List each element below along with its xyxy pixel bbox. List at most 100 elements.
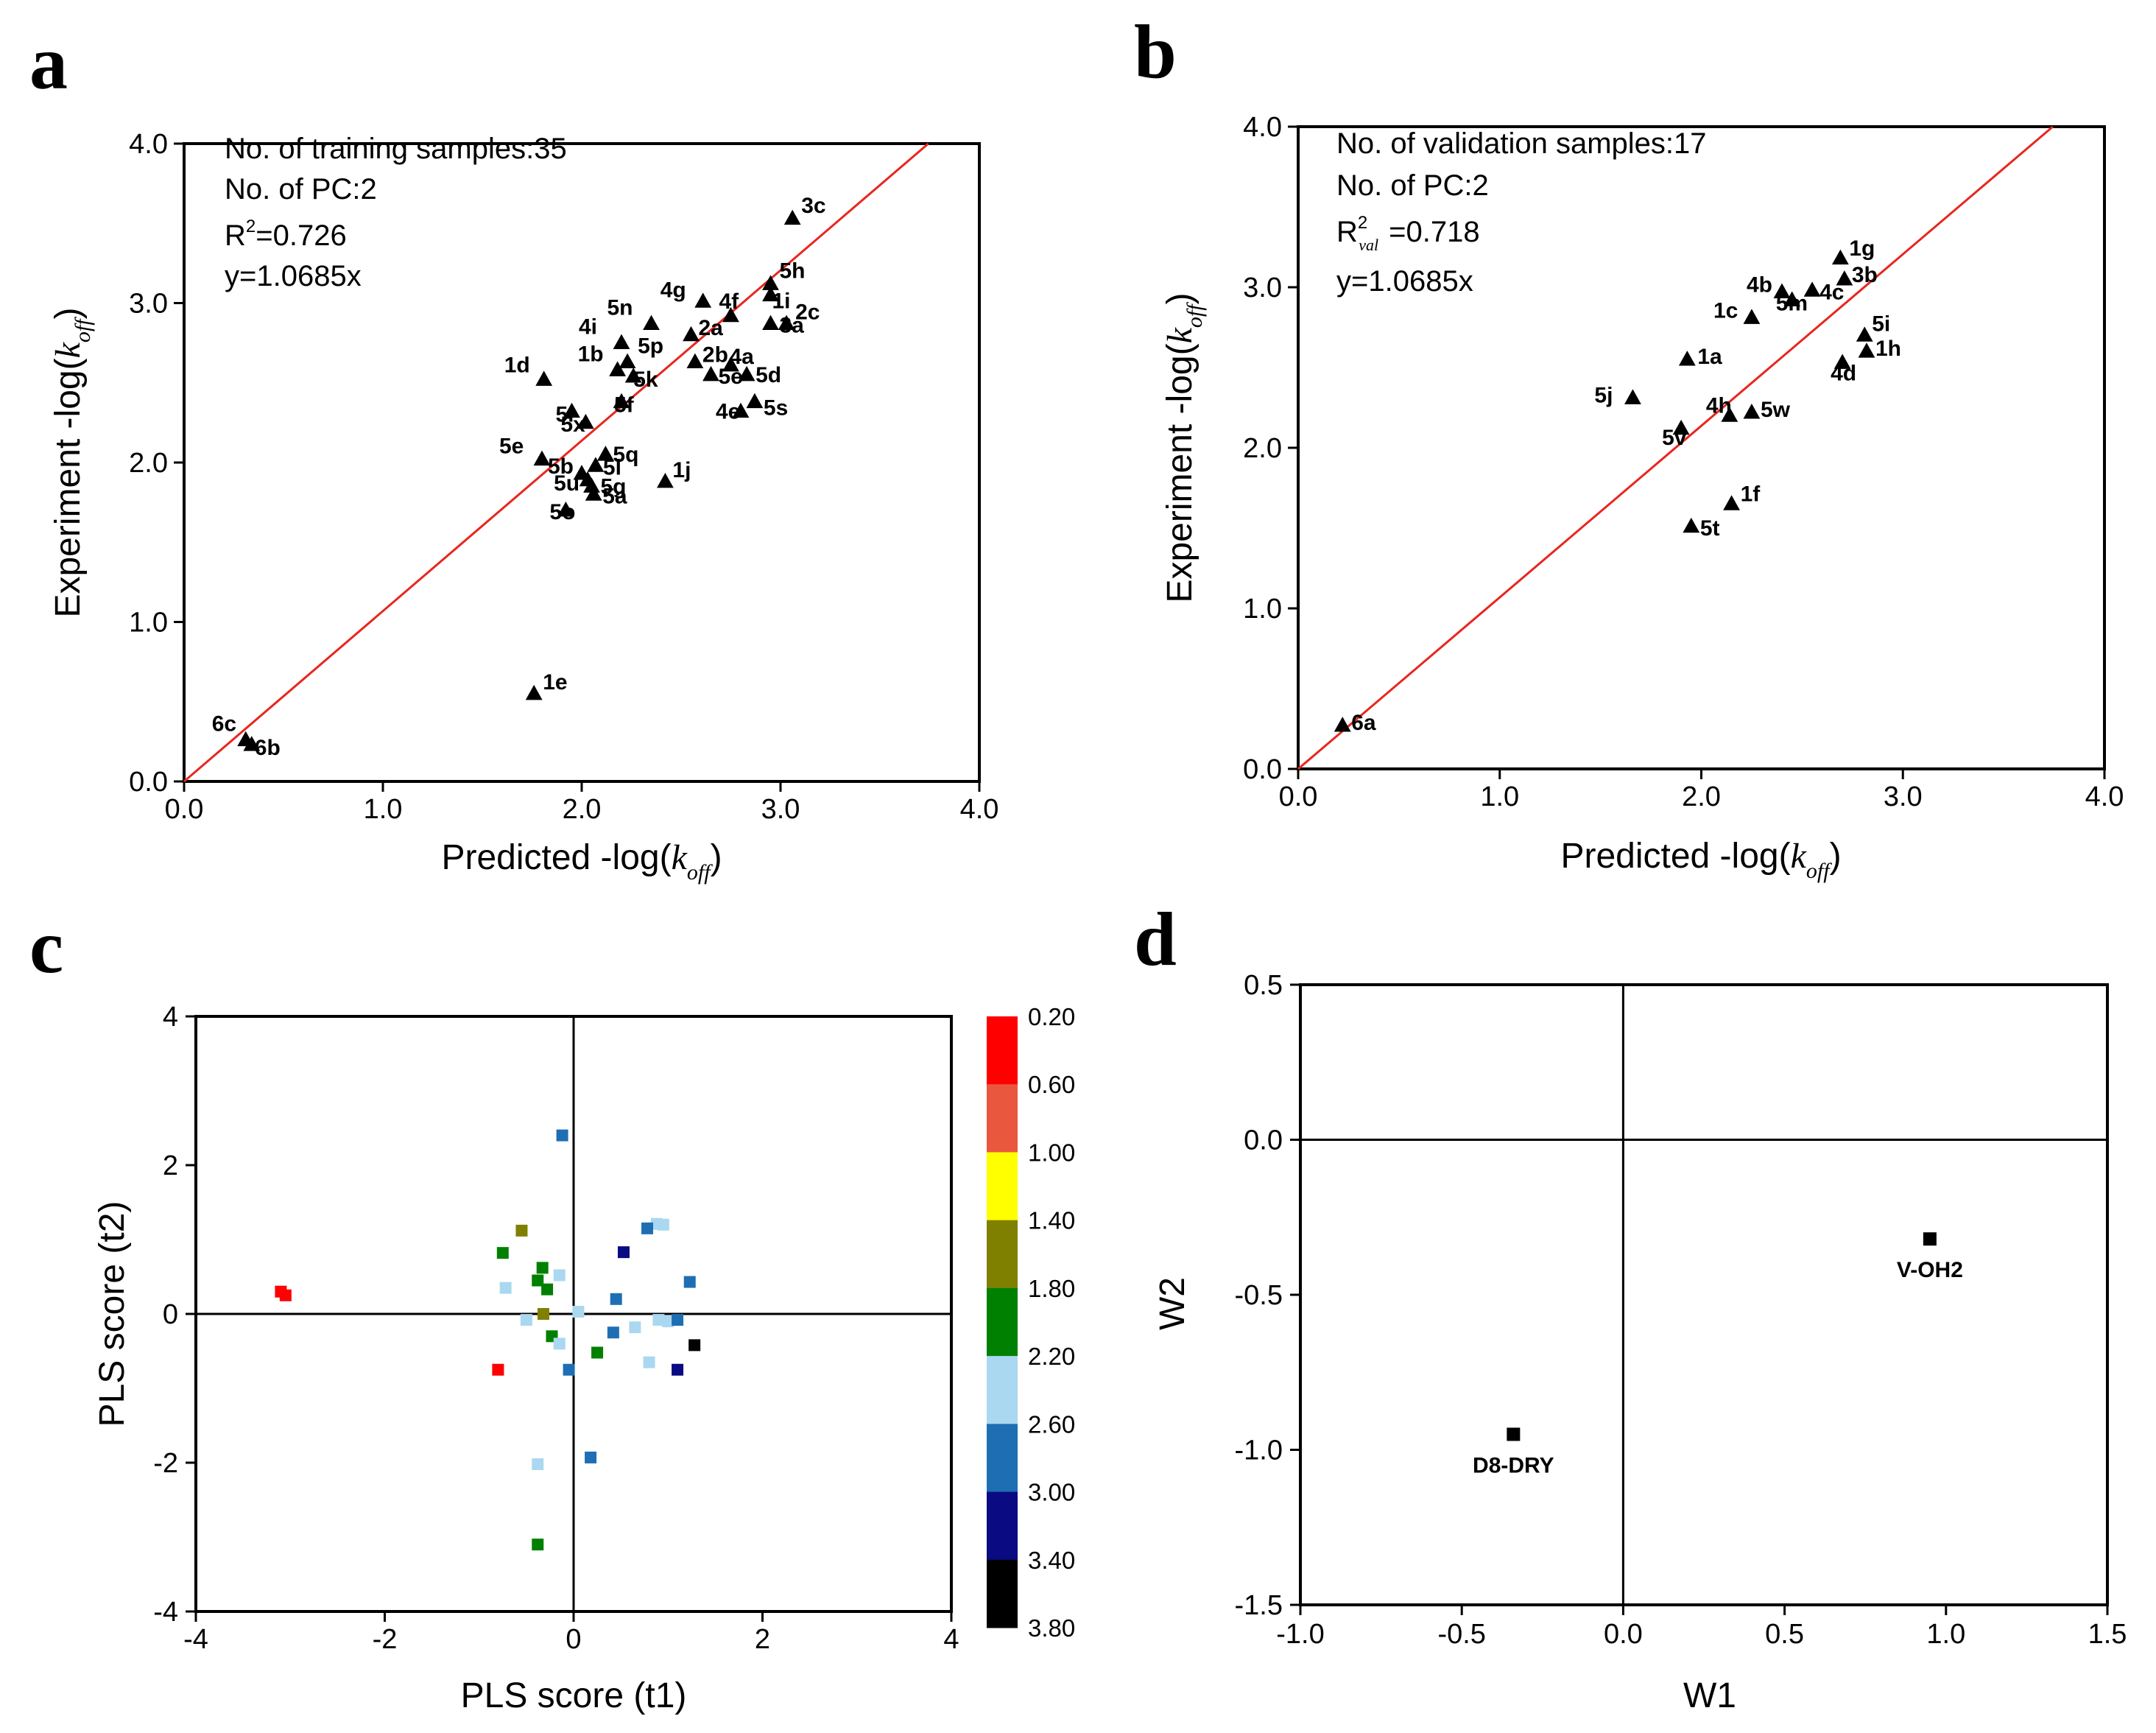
panel-b-point-5j: [1624, 389, 1641, 404]
panel-a-y-title-k: k: [49, 341, 88, 358]
panel-a-point-label-4e: 4e: [716, 400, 740, 424]
panel-c-point: [532, 1539, 544, 1551]
panel-c-colorbar-segment: [987, 1220, 1018, 1289]
panel-letter-d: d: [1134, 897, 1177, 982]
panel-b-x-tick-label: 4.0: [2085, 781, 2124, 812]
panel-d-plot-area: [1299, 983, 2109, 1606]
panel-a-point-label-5q: 5q: [613, 443, 638, 467]
panel-c-point: [643, 1356, 655, 1368]
panel-b-x-ticks: 0.0 1.0 2.0 3.0 4.0: [1279, 769, 2124, 812]
panel-a-point-label-5n: 5n: [607, 296, 633, 320]
panel-b-point-1c: [1743, 309, 1761, 324]
panel-c-point: [532, 1274, 544, 1287]
panel-a-point-5r: [563, 402, 580, 418]
panel-c-y-ticks: -4 -2 0 2 4: [153, 1002, 196, 1628]
panel-c-point: [672, 1363, 684, 1376]
panel-a-point-1j: [657, 472, 674, 488]
panel-b-y-title-sub: off: [1183, 302, 1207, 328]
panel-c-y-title: PLS score (t2): [93, 1201, 132, 1427]
panel-d-y-ticks: -1.5 -1.0 -0.5 0.0 0.5: [1235, 970, 1300, 1621]
panel-d-chart: -1.0 -0.5 0.0 0.5 1.0 1.5 -1.5-1.0-0.50.00.5 …: [1153, 970, 2127, 1715]
panel-d-y-tick-label: 0.5: [1244, 970, 1283, 1001]
panel-c-points: [275, 1129, 701, 1551]
panel-a-x-title: Predicted -log(koff): [441, 838, 722, 885]
panel-c-y-tick-label: 4: [163, 1002, 178, 1033]
panel-c-colorbar-segment: [987, 1356, 1018, 1424]
panel-a-point-label-4f: 4f: [719, 289, 740, 314]
panel-a-point-label-6c: 6c: [212, 712, 236, 737]
panel-b-point-6a: [1334, 717, 1351, 732]
panel-b-y-tick-label: 3.0: [1243, 273, 1282, 303]
panel-d-x-tick-label: 1.5: [2088, 1619, 2127, 1650]
panel-b-point-label-1g: 1g: [1849, 236, 1875, 261]
panel-b-point-1g: [1831, 249, 1849, 265]
panel-a-point-label-4g: 4g: [660, 278, 686, 302]
panel-c-y-tick-label: 2: [163, 1150, 178, 1181]
panel-c-colorbar-segment: [987, 1016, 1018, 1085]
panel-a-point-5f: [613, 393, 630, 409]
panel-b-x-title-main: Predicted -log(: [1560, 837, 1790, 876]
panel-b-point-4h: [1721, 407, 1738, 422]
panel-c-colorbar-segment: [987, 1424, 1018, 1493]
panel-c-point: [499, 1282, 512, 1294]
panel-a-point-2b: [686, 353, 704, 369]
panel-b-x-tick-label: 1.0: [1480, 781, 1519, 812]
panel-a-x-title-sub: off: [687, 860, 713, 885]
panel-a-y-tick-label: 1.0: [129, 608, 168, 639]
panel-b-point-5w: [1743, 404, 1761, 419]
panel-b-y-title: Experiment -log(koff): [1160, 292, 1207, 602]
panel-a-point-3c: [783, 209, 801, 225]
panel-c-point: [563, 1363, 575, 1376]
panel-b-point-label-6a: 6a: [1351, 711, 1376, 735]
panel-b-x-title-k: k: [1791, 837, 1808, 876]
panel-a-x-tick-label: 2.0: [563, 794, 602, 825]
panel-b-point-label-5j: 5j: [1594, 383, 1613, 407]
panel-c-point: [541, 1283, 554, 1296]
panel-d-x-ticks: -1.0 -0.5 0.0 0.5 1.0 1.5: [1276, 1605, 2127, 1650]
panel-a-point-label-5h: 5h: [780, 259, 806, 284]
panel-c-y-tick-label: -2: [153, 1448, 178, 1479]
panel-a-point-label-5b: 5b: [548, 454, 574, 479]
panel-c-colorbar-segment: [987, 1491, 1018, 1561]
panel-a-y-title-main: Experiment -log(: [49, 358, 88, 617]
panel-a-point-4i: [613, 334, 630, 350]
panel-a-point-5n: [643, 314, 660, 331]
panel-c-colorbar: 0.20 0.60 1.00 1.40 1.80 2.20 2.60 3.00 3.40 3.80: [987, 1003, 1075, 1642]
panel-a-point-label-5p: 5p: [638, 334, 663, 359]
panel-a-point-label-1e: 1e: [543, 670, 567, 695]
panel-a-point-label-1d: 1d: [504, 353, 530, 377]
panel-c-x-tick-label: -4: [183, 1624, 208, 1655]
panel-b-x-title-close: ): [1830, 837, 1842, 876]
panel-b-annot-r-sub: val: [1359, 236, 1378, 254]
panel-a-y-title-sub: off: [71, 317, 95, 342]
panel-b-point-4c: [1803, 281, 1821, 297]
panel-a-chart: 0.0 1.0 2.0 3.0 4.0 0.0 1.0 2.0 3.0 4.0 3c 5h 1i 2c…: [49, 129, 998, 885]
panel-c-point: [662, 1315, 674, 1328]
panel-a-point-label-5r: 5r: [556, 403, 577, 427]
panel-a-y-title-close: ): [49, 307, 88, 319]
panel-a-annot-r: R: [225, 219, 246, 252]
panel-a-point-label-1j: 1j: [672, 458, 691, 482]
panel-a-point-label-5g: 5g: [601, 474, 627, 499]
panel-a-point-label-1i: 1i: [772, 289, 791, 314]
panel-b-fit-line: [1297, 125, 2054, 770]
panel-c-point: [279, 1289, 292, 1301]
panel-b-point-label-1h: 1h: [1875, 337, 1901, 361]
panel-a-point-5l: [587, 457, 605, 472]
panel-a-point-2a: [683, 326, 700, 342]
panel-a-point-2c: [778, 314, 795, 331]
panel-a-annot-r-sup: 2: [246, 217, 256, 236]
panel-a-y-tick-label: 3.0: [129, 289, 168, 320]
panel-c-point: [537, 1308, 549, 1320]
panel-b-point-5t: [1683, 517, 1700, 533]
panel-a-x-ticks: 0.0 1.0 2.0 3.0 4.0: [165, 781, 998, 825]
panel-c-point: [652, 1314, 665, 1326]
panel-b-x-tick-label: 0.0: [1279, 781, 1318, 812]
panel-a-point-5k: [624, 368, 642, 383]
panel-b-annot-samples: No. of validation samples:17: [1336, 127, 1707, 160]
panel-c-point: [520, 1314, 532, 1326]
panel-b-annot-r-sup: 2: [1358, 213, 1367, 233]
panel-a-y-tick-label: 0.0: [129, 767, 168, 798]
